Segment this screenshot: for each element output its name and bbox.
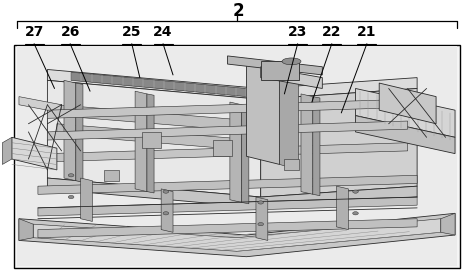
Text: 22: 22 <box>322 25 342 39</box>
Polygon shape <box>230 102 242 203</box>
Polygon shape <box>261 67 322 88</box>
Polygon shape <box>228 56 322 75</box>
Polygon shape <box>441 213 455 235</box>
Polygon shape <box>379 83 436 124</box>
Polygon shape <box>12 137 57 170</box>
Polygon shape <box>33 219 441 251</box>
Polygon shape <box>47 178 417 208</box>
Circle shape <box>258 201 264 204</box>
Polygon shape <box>246 61 280 164</box>
Polygon shape <box>47 143 408 162</box>
Bar <box>213 140 232 156</box>
Polygon shape <box>57 124 256 151</box>
Polygon shape <box>135 91 147 192</box>
Polygon shape <box>71 72 246 97</box>
Polygon shape <box>64 80 76 181</box>
Polygon shape <box>38 197 417 216</box>
Text: 26: 26 <box>61 25 80 39</box>
Circle shape <box>163 190 169 193</box>
Polygon shape <box>2 137 12 164</box>
Bar <box>104 170 118 181</box>
Circle shape <box>68 195 74 199</box>
Polygon shape <box>256 197 268 241</box>
Polygon shape <box>19 97 62 113</box>
Bar <box>14 45 460 268</box>
Polygon shape <box>356 115 455 154</box>
Polygon shape <box>19 213 455 257</box>
Polygon shape <box>19 219 33 241</box>
Text: 21: 21 <box>357 25 377 39</box>
Polygon shape <box>47 70 417 99</box>
Polygon shape <box>161 189 173 232</box>
Bar <box>142 132 161 148</box>
Bar <box>284 159 299 170</box>
Polygon shape <box>337 186 348 230</box>
Polygon shape <box>147 94 154 193</box>
Circle shape <box>163 212 169 215</box>
Polygon shape <box>313 97 320 196</box>
Text: 23: 23 <box>288 25 307 39</box>
Circle shape <box>353 190 358 193</box>
Polygon shape <box>356 88 455 137</box>
Polygon shape <box>301 94 313 194</box>
Polygon shape <box>47 80 261 197</box>
Ellipse shape <box>282 58 301 65</box>
Text: 27: 27 <box>25 25 44 39</box>
Text: 24: 24 <box>153 25 173 39</box>
Polygon shape <box>76 83 83 182</box>
Polygon shape <box>57 105 256 132</box>
Bar <box>261 61 299 80</box>
Polygon shape <box>81 178 92 221</box>
Polygon shape <box>38 175 417 194</box>
Bar <box>17 46 457 266</box>
Circle shape <box>258 222 264 226</box>
Polygon shape <box>280 70 299 170</box>
Polygon shape <box>47 121 408 140</box>
Text: 25: 25 <box>122 25 142 39</box>
Polygon shape <box>47 99 408 118</box>
Polygon shape <box>38 219 417 238</box>
Text: 2: 2 <box>232 2 244 20</box>
Polygon shape <box>261 88 417 197</box>
Polygon shape <box>242 105 249 204</box>
Circle shape <box>68 174 74 177</box>
Circle shape <box>353 212 358 215</box>
